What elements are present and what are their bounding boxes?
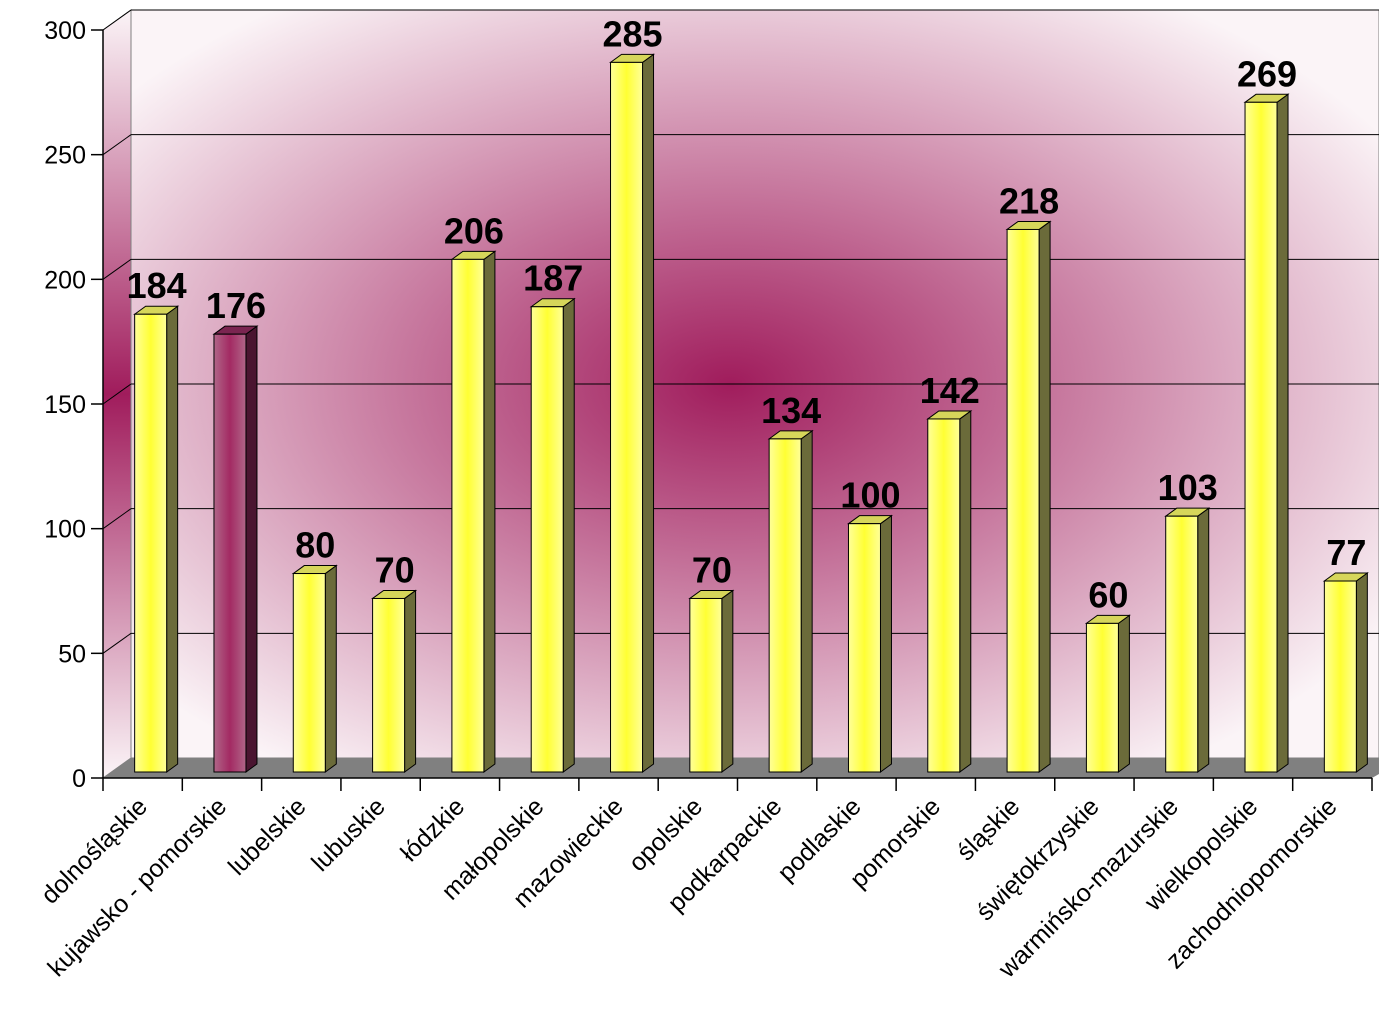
- y-tick-label: 250: [44, 142, 86, 170]
- bar: [1322, 572, 1369, 773]
- value-label: 70: [692, 549, 732, 590]
- y-tick-label: 100: [44, 516, 86, 544]
- category-label: łódzkie: [395, 792, 470, 867]
- y-tick-label: 150: [44, 391, 86, 419]
- bar-side: [959, 409, 972, 773]
- bar-front: [372, 597, 406, 773]
- bar: [688, 589, 735, 773]
- category-label: lubuskie: [306, 792, 391, 877]
- value-label: 269: [1237, 53, 1297, 94]
- bar-front: [292, 573, 326, 773]
- bar-front: [213, 333, 247, 773]
- value-label: 100: [840, 475, 900, 516]
- bar: [846, 514, 894, 773]
- bar-front: [1244, 101, 1278, 773]
- bar-side: [245, 325, 258, 773]
- bar-side: [721, 589, 734, 773]
- value-labels: 184 176 80 70 206 187 285 70 134 100 142 218 60 103 26…: [127, 13, 1367, 615]
- floor: [103, 758, 1379, 778]
- bar-side: [483, 250, 496, 773]
- bar-side: [1117, 614, 1130, 773]
- bars: [133, 53, 1369, 773]
- value-label: 60: [1088, 574, 1128, 615]
- bar: [291, 564, 338, 773]
- value-label: 184: [127, 265, 187, 306]
- bar-side: [1355, 572, 1368, 773]
- value-label: 218: [999, 180, 1059, 221]
- bar-side: [166, 305, 179, 773]
- axes: 0 50 100 150 200 250 300: [44, 17, 1373, 793]
- bar-front: [1323, 580, 1357, 773]
- value-label: 70: [375, 549, 415, 590]
- bar-front: [530, 306, 564, 773]
- gridlines: [102, 9, 1379, 654]
- gridline-side: [102, 383, 132, 405]
- category-label: lubelskie: [223, 792, 312, 881]
- value-label: 285: [602, 13, 662, 54]
- bar-side: [800, 429, 813, 773]
- gridline-side: [102, 508, 132, 530]
- bar: [529, 297, 576, 773]
- bar-side: [1276, 93, 1289, 773]
- bar: [1243, 93, 1290, 773]
- bar: [1164, 507, 1211, 773]
- bar-front: [927, 418, 961, 773]
- bar: [371, 589, 418, 773]
- gridline-side: [102, 134, 132, 156]
- y-tick-label: 0: [72, 765, 86, 793]
- bar: [450, 250, 497, 773]
- bar: [1005, 220, 1052, 773]
- category-label: śląskie: [951, 792, 1025, 866]
- bar-front: [768, 438, 802, 773]
- bar-side: [1038, 220, 1051, 773]
- value-label: 80: [295, 525, 335, 566]
- bar-side: [404, 589, 417, 773]
- bar-front: [689, 597, 723, 773]
- value-label: 176: [206, 285, 266, 326]
- bar: [133, 305, 180, 773]
- value-label: 187: [523, 258, 583, 299]
- value-label: 77: [1326, 532, 1366, 573]
- value-label: 103: [1158, 467, 1218, 508]
- bar: [608, 53, 656, 773]
- bar-front: [610, 61, 644, 773]
- gridline-side: [102, 9, 132, 31]
- y-tick-label: 200: [44, 266, 86, 294]
- bar: [767, 429, 814, 773]
- bar-front: [1085, 622, 1119, 773]
- gridline-side: [102, 258, 132, 280]
- bar-front: [847, 523, 881, 773]
- bar: [1084, 614, 1131, 773]
- value-label: 142: [920, 370, 980, 411]
- bar-front: [451, 258, 485, 773]
- bar-side: [1197, 507, 1210, 773]
- bar: [212, 325, 259, 773]
- value-label: 206: [444, 210, 504, 251]
- bar-side: [879, 514, 892, 773]
- y-tick-label: 50: [58, 640, 86, 668]
- bar-side: [642, 53, 655, 773]
- bar-side: [562, 297, 575, 773]
- gridline-side: [102, 632, 132, 654]
- value-label: 134: [761, 390, 821, 431]
- bar-front: [1165, 515, 1199, 773]
- bar-front: [1006, 228, 1040, 773]
- bar-front: [134, 313, 168, 773]
- bar: [926, 409, 973, 773]
- y-tick-label: 300: [44, 17, 86, 45]
- bar-side: [324, 564, 337, 773]
